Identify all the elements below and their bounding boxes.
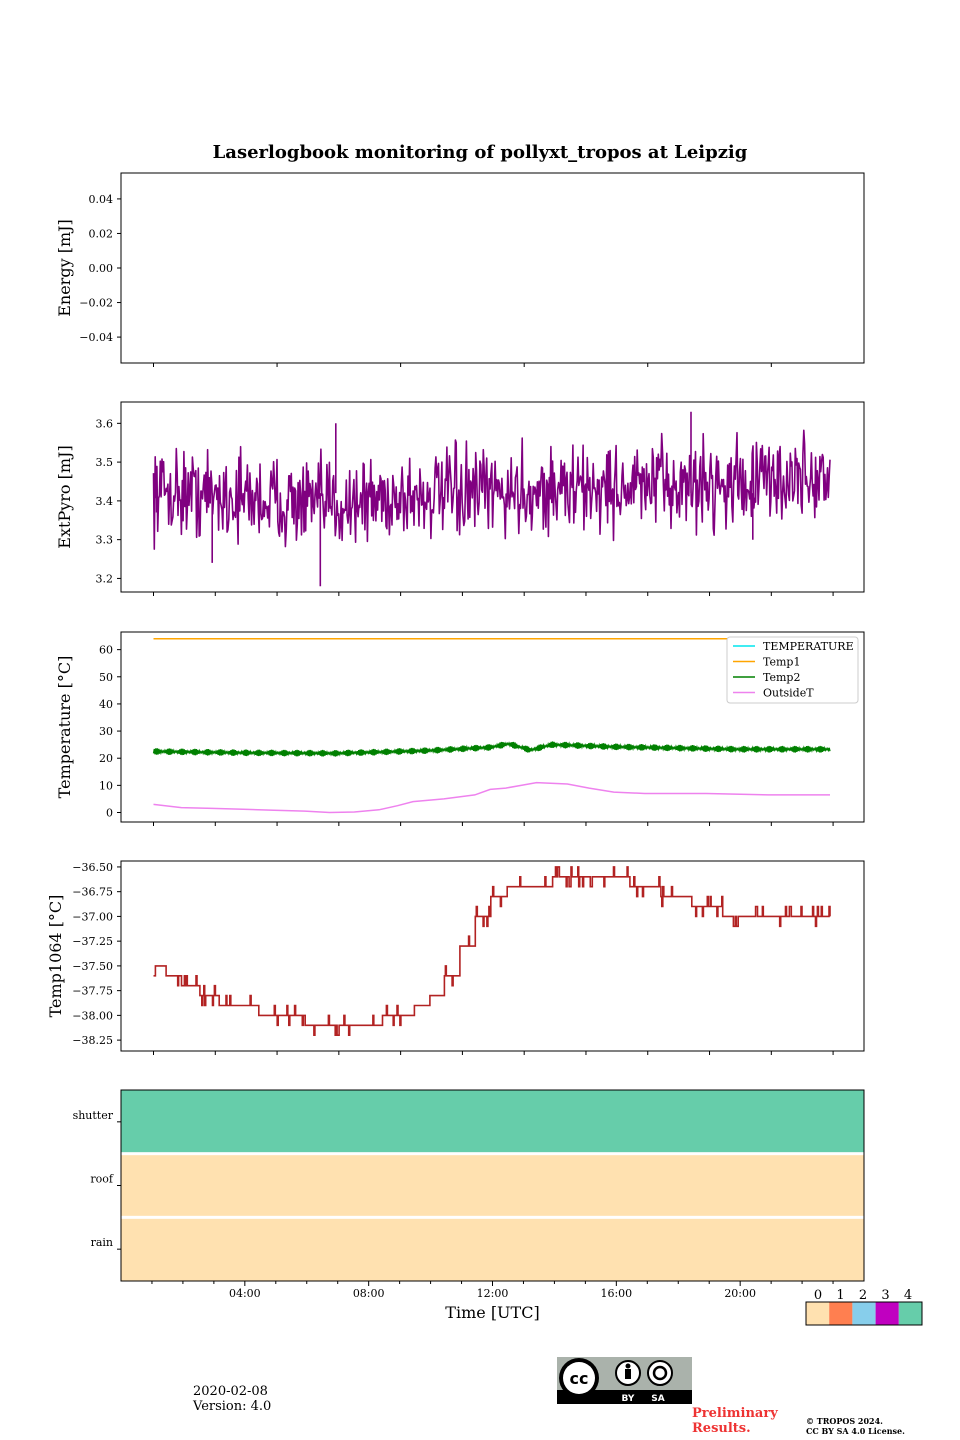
panel-frame-energy	[120, 172, 865, 364]
colorbar-tick-label: 0	[814, 1288, 822, 1303]
date-text: 2020-02-08	[193, 1384, 268, 1399]
y-tick-label-temp1064: −37.25	[72, 935, 113, 948]
y-tick-label-temperature: 30	[99, 725, 113, 738]
y-tick-label-temp1064: −36.75	[72, 886, 113, 899]
y-tick-label-energy: 0.02	[89, 227, 114, 240]
series-line-outsidet	[153, 781, 830, 814]
status-row-label-rain: rain	[91, 1236, 113, 1249]
status-row-shutter	[121, 1090, 864, 1153]
status-row-label-roof: roof	[90, 1173, 114, 1186]
colorbar-cell-3	[875, 1302, 899, 1325]
legend-label-outsidet: OutsideT	[763, 687, 814, 700]
x-tick-label: 12:00	[477, 1287, 509, 1300]
x-axis-label: Time [UTC]	[445, 1303, 539, 1322]
panel-frame-temp1064	[120, 860, 865, 1052]
version-text: Version: 4.0	[193, 1399, 272, 1414]
colorbar-cell-4	[898, 1302, 922, 1325]
legend-label-temp1: Temp1	[763, 656, 800, 669]
y-tick-label-temperature: 40	[99, 698, 113, 711]
preliminary-notice: Preliminary Results.	[692, 1406, 778, 1436]
y-axis-label-temp1064: Temp1064 [°C]	[46, 895, 65, 1018]
y-tick-label-temperature: 10	[99, 779, 113, 792]
legend-label-temperature: TEMPERATURE	[763, 640, 854, 653]
y-tick-label-temperature: 50	[99, 671, 113, 684]
date-version-block: 2020-02-08 Version: 4.0	[193, 1384, 271, 1414]
colorbar-tick-label: 2	[859, 1288, 867, 1303]
y-axis-label-extpyro: ExtPyro [mJ]	[55, 445, 74, 548]
x-tick-label: 16:00	[600, 1287, 632, 1300]
y-tick-label-temp1064: −36.50	[72, 861, 113, 874]
colorbar-frame	[805, 1301, 923, 1326]
y-axis-label-temperature: Temperature [°C]	[55, 656, 74, 799]
y-tick-label-energy: −0.04	[79, 331, 113, 344]
y-tick-label-temp1064: −37.75	[72, 985, 113, 998]
y-tick-label-temp1064: −37.00	[72, 910, 113, 923]
y-tick-label-extpyro: 3.4	[96, 495, 114, 508]
colorbar-cell-0	[806, 1302, 830, 1325]
series-line-temp1064	[153, 866, 831, 1036]
preliminary-line2: Results.	[692, 1421, 751, 1436]
status-row-roof	[121, 1155, 864, 1216]
y-tick-label-temp1064: −37.50	[72, 960, 113, 973]
y-tick-label-temperature: 60	[99, 644, 113, 657]
colorbar-tick-label: 1	[836, 1288, 844, 1303]
status-row-label-shutter: shutter	[73, 1109, 114, 1122]
y-tick-label-temp1064: −38.25	[72, 1034, 113, 1047]
series-line-temp2	[152, 741, 831, 757]
chart-panels: 0.04 0.02 0.00 −0.02 −0.04 Energy [mJ] 3.6 3.5 3…	[46, 172, 923, 1326]
y-tick-label-extpyro: 3.6	[96, 417, 114, 430]
y-tick-label-temperature: 20	[99, 752, 113, 765]
colorbar-tick-label: 4	[904, 1288, 912, 1303]
legend-box	[726, 636, 859, 704]
y-tick-label-energy: −0.02	[79, 297, 113, 310]
series-line-extpyro	[152, 411, 831, 587]
status-row-rain	[121, 1218, 864, 1281]
panel-frame-temperature	[120, 631, 865, 823]
copyright-notice: © TROPOS 2024. CC BY SA 4.0 License.	[806, 1416, 905, 1436]
copyright-line1: © TROPOS 2024.	[806, 1416, 883, 1426]
y-axis-label-energy: Energy [mJ]	[55, 219, 74, 317]
panel-frame-extpyro	[120, 401, 865, 593]
y-tick-label-extpyro: 3.3	[96, 534, 114, 547]
license-by-label: BY	[622, 1394, 635, 1404]
x-tick-label: 04:00	[229, 1287, 261, 1300]
x-tick-label: 20:00	[724, 1287, 756, 1300]
y-tick-label-extpyro: 3.2	[96, 572, 114, 585]
colorbar-cell-1	[829, 1302, 853, 1325]
legend-label-temp2: Temp2	[763, 671, 800, 684]
y-tick-label-energy: 0.00	[89, 262, 114, 275]
license-sa-label: SA	[651, 1394, 664, 1404]
svg-text:cc: cc	[570, 1369, 589, 1388]
figure-title: Laserlogbook monitoring of pollyxt_tropo…	[213, 142, 748, 163]
preliminary-line1: Preliminary	[692, 1406, 778, 1421]
y-tick-label-energy: 0.04	[89, 193, 114, 206]
colorbar-tick-label: 3	[881, 1288, 889, 1303]
copyright-line2: CC BY SA 4.0 License.	[806, 1426, 905, 1436]
y-tick-label-temperature: 0	[106, 807, 113, 820]
y-tick-label-extpyro: 3.5	[96, 456, 114, 469]
x-tick-label: 08:00	[353, 1287, 385, 1300]
y-tick-label-temp1064: −38.00	[72, 1009, 113, 1022]
cc-by-sa-icon: cc BY SA	[557, 1357, 692, 1404]
colorbar-cell-2	[852, 1302, 876, 1325]
